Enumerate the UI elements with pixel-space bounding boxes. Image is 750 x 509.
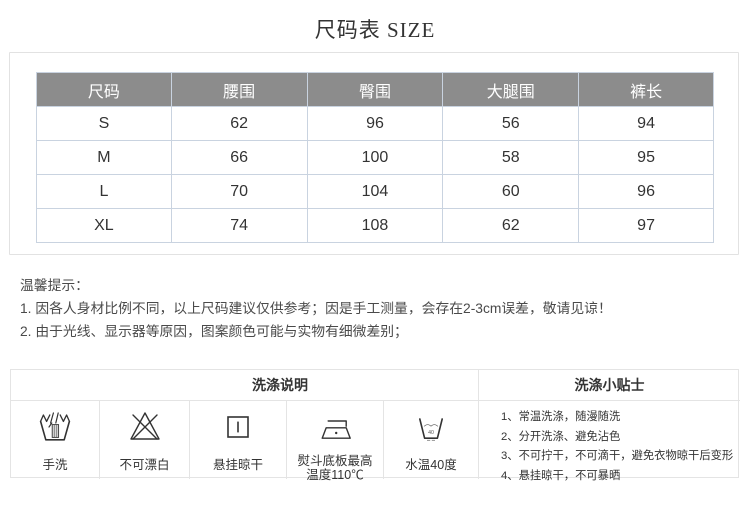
svg-text:40: 40: [428, 430, 434, 436]
